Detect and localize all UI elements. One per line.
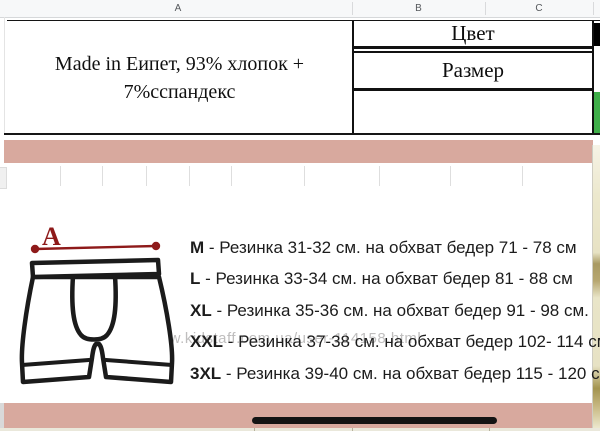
table-border-left xyxy=(352,21,354,135)
column-header-bar: A B C xyxy=(0,0,600,18)
sheet-gridline xyxy=(450,166,451,186)
size-label: L xyxy=(190,269,201,288)
header-separator xyxy=(593,2,594,15)
column-header-a[interactable]: A xyxy=(174,3,182,14)
size-desc: - Резинка 39-40 см. на обхват бедер 115 … xyxy=(221,364,600,383)
size-row: L - Резинка 33-34 см. на обхват бедер 81… xyxy=(190,269,573,291)
size-desc: - Резинка 31-32 см. на обхват бедер 71 -… xyxy=(204,238,577,257)
size-label: XL xyxy=(190,301,212,320)
watermark-url: www.kidstaff.com.ua/user-114158.html xyxy=(147,330,422,347)
sheet-gridline xyxy=(102,166,103,186)
sheet-gridline xyxy=(231,166,232,186)
row-header-sliver xyxy=(0,167,7,189)
size-row: 3XL - Резинка 39-40 см. на обхват бедер … xyxy=(190,364,600,386)
size-row: M - Резинка 31-32 см. на обхват бедер 71… xyxy=(190,238,577,260)
size-cell[interactable]: Размер xyxy=(354,51,592,91)
size-label: XXL xyxy=(190,332,224,351)
size-desc: - Резинка 35-36 см. на обхват бедер 91 -… xyxy=(211,301,589,320)
horizontal-scrollbar-thumb[interactable] xyxy=(252,417,497,424)
size-row: XXL - Резинка 37-38 см. на обхват бедер … xyxy=(190,332,600,354)
table-bottom-border xyxy=(4,133,600,135)
size-label: 3XL xyxy=(190,364,222,383)
sheet-gridline xyxy=(352,428,353,431)
color-cell[interactable]: Цвет xyxy=(354,21,592,49)
made-in-cell[interactable]: Made in Еипет, 93% хлопок + 7%сспандекс xyxy=(7,21,352,134)
bottom-edge-strip xyxy=(0,428,600,431)
made-in-text: Made in Еипет, 93% хлопок + 7%сспандекс xyxy=(54,52,305,103)
black-color-swatch-cell[interactable] xyxy=(594,23,600,46)
size-desc: - Резинка 33-34 см. на обхват бедер 81 -… xyxy=(200,269,573,288)
measure-line xyxy=(30,241,161,254)
table-top-border xyxy=(7,20,600,21)
boxer-shorts-diagram: A xyxy=(19,222,175,385)
column-header-b[interactable]: B xyxy=(415,3,422,14)
sheet-gridline xyxy=(304,166,305,186)
cropped-package-photo-strip xyxy=(592,145,600,428)
size-desc: - Резинка 37-38 см. на обхват бедер 102-… xyxy=(223,332,600,351)
empty-cell[interactable] xyxy=(354,91,592,133)
boxer-outline xyxy=(19,257,175,385)
header-separator xyxy=(485,2,486,15)
size-row: XL - Резинка 35-36 см. на обхват бедер 9… xyxy=(190,301,589,323)
corner-filler xyxy=(0,403,4,431)
sheet-gridline xyxy=(379,166,380,186)
green-color-swatch-cell[interactable] xyxy=(594,92,600,133)
measure-a-label: A xyxy=(42,222,61,251)
sheet-gridline xyxy=(254,428,255,431)
sheet-gridline xyxy=(189,166,190,186)
table-border-right xyxy=(592,21,594,135)
sheet-gridline xyxy=(522,166,523,186)
sheet-gridline xyxy=(146,166,147,186)
column-header-c[interactable]: C xyxy=(535,3,543,14)
pink-banner-top xyxy=(4,140,593,163)
sheet-gridline xyxy=(489,428,490,431)
sheet-gridline xyxy=(60,166,61,186)
size-label: M xyxy=(190,238,205,257)
sheet-gridline xyxy=(4,17,5,135)
header-separator xyxy=(352,2,353,15)
